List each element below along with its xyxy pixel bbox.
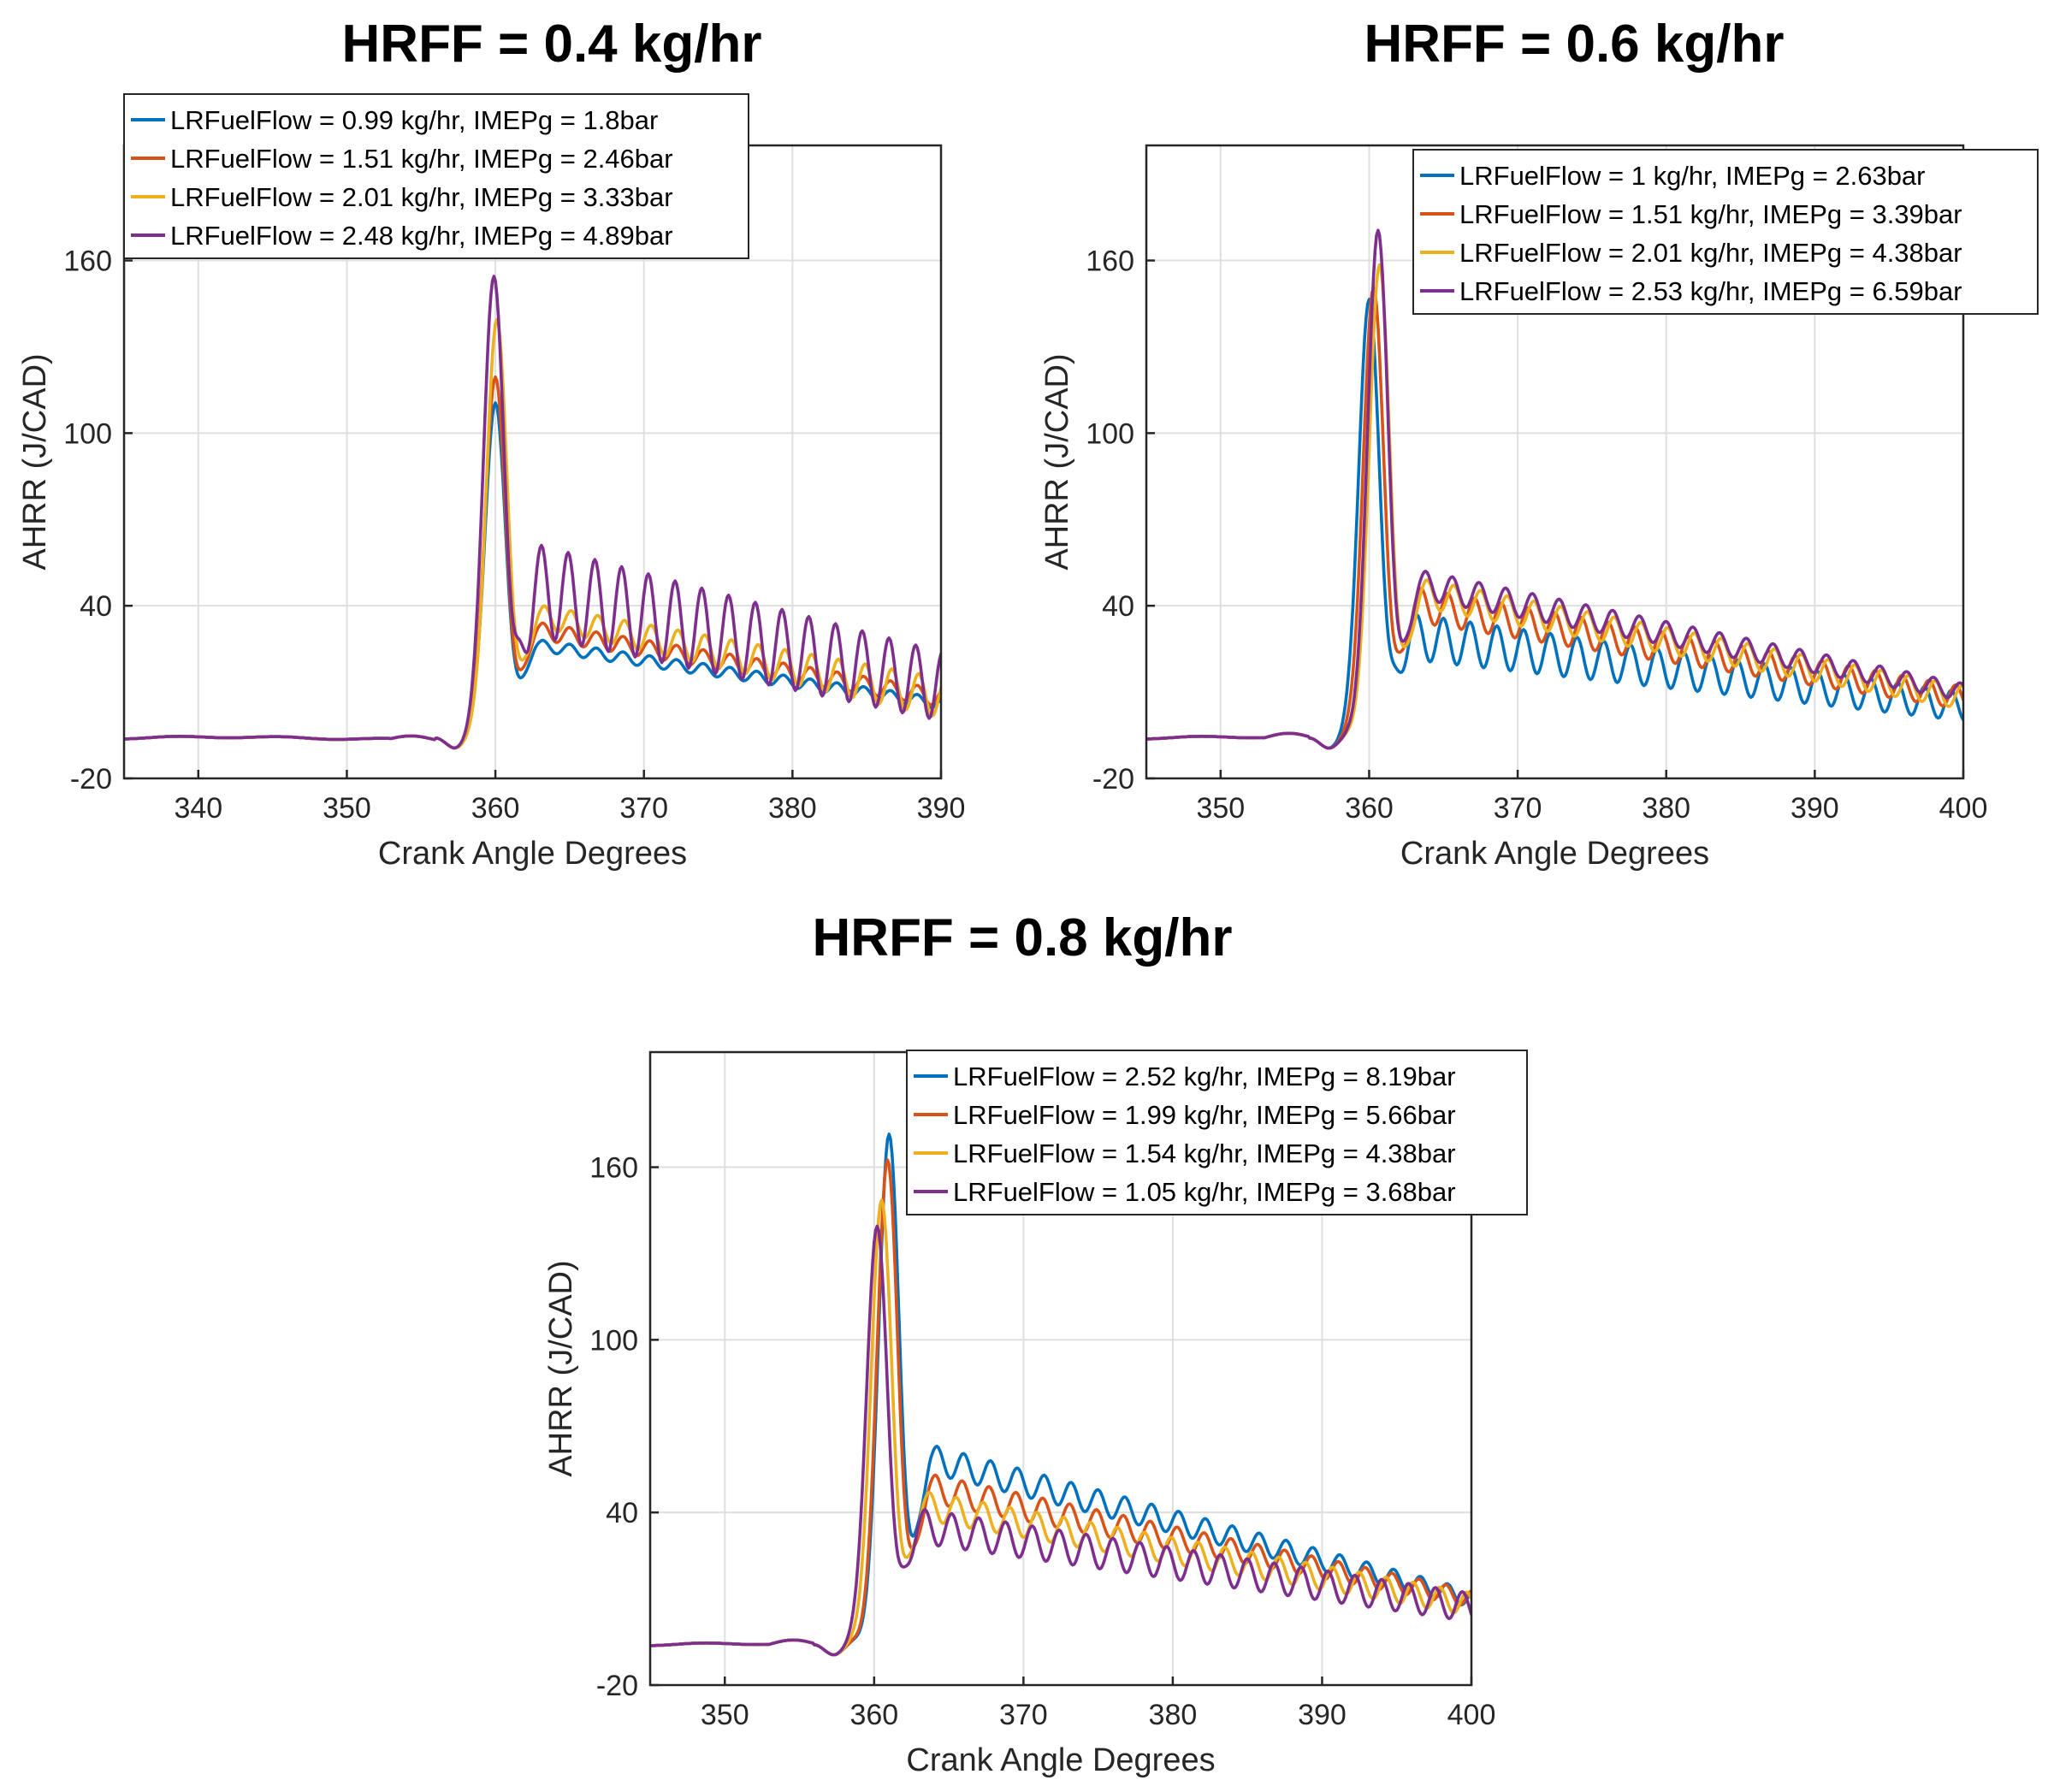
axes-frame: [1145, 144, 1965, 780]
y-tick-label: 160: [63, 245, 112, 278]
series-group: [124, 275, 941, 750]
legend-entry: LRFuelFlow = 1.05 kg/hr, IMEPg = 3.68bar: [953, 1177, 1456, 1207]
chart-title: HRFF = 0.6 kg/hr: [1364, 15, 1785, 74]
legend-entry: LRFuelFlow = 2.48 kg/hr, IMEPg = 4.89bar: [170, 221, 673, 251]
y-tick-label: 100: [63, 417, 112, 450]
y-tick-label: 100: [1086, 417, 1134, 450]
y-tick-label: 100: [589, 1324, 638, 1357]
legend-entry: LRFuelFlow = 2.52 kg/hr, IMEPg = 8.19bar: [953, 1062, 1456, 1091]
x-tick-label: 370: [999, 1699, 1048, 1731]
chart-title: HRFF = 0.4 kg/hr: [342, 15, 762, 74]
series-line-4: [124, 275, 941, 750]
x-tick-label: 380: [1642, 792, 1690, 825]
x-axis-label: Crank Angle Degrees: [1400, 836, 1709, 872]
x-tick-label: 360: [471, 792, 520, 825]
series-group: [1146, 228, 1963, 750]
legend-entry: LRFuelFlow = 0.99 kg/hr, IMEPg = 1.8bar: [170, 105, 658, 135]
chart-panel-2: HRFF = 0.6 kg/hr 350 360 370 380 390 400 -20 40 1…: [1039, 15, 2039, 872]
x-tick-label: 400: [1939, 792, 1988, 825]
x-tick-label: 350: [701, 1699, 749, 1731]
y-tick-label: -20: [596, 1670, 638, 1702]
series-group: [650, 1133, 1471, 1657]
y-tick-label: 160: [1086, 245, 1134, 278]
legend: LRFuelFlow = 1 kg/hr, IMEPg = 2.63bar LRF…: [1412, 149, 2039, 315]
legend-entry: LRFuelFlow = 2.01 kg/hr, IMEPg = 3.33bar: [170, 182, 673, 212]
y-tick-label: -20: [1092, 763, 1134, 795]
x-tick-label: 390: [1791, 792, 1839, 825]
legend-entry: LRFuelFlow = 1.54 kg/hr, IMEPg = 4.38bar: [953, 1138, 1456, 1168]
x-tick-label: 340: [174, 792, 222, 825]
chart-panel-1: HRFF = 0.4 kg/hr 340 350 360 370 380 390 -20 40 1…: [17, 15, 965, 872]
legend-entry: LRFuelFlow = 1.99 kg/hr, IMEPg = 5.66bar: [953, 1100, 1456, 1130]
y-tick-label: -20: [70, 763, 112, 795]
y-axis-label: AHRR (J/CAD): [543, 1260, 579, 1476]
series-line-4: [1146, 228, 1963, 750]
legend-entry: LRFuelFlow = 2.53 kg/hr, IMEPg = 6.59bar: [1459, 276, 1962, 306]
legend-box: [906, 1050, 1528, 1215]
legend-entry: LRFuelFlow = 1 kg/hr, IMEPg = 2.63bar: [1459, 161, 1926, 191]
chart-panel-3: HRFF = 0.8 kg/hr 350 360 370 380 390 400 -20 40 1…: [543, 908, 1528, 1778]
y-axis-label: AHRR (J/CAD): [17, 353, 53, 570]
chart-title: HRFF = 0.8 kg/hr: [813, 908, 1233, 967]
x-tick-label: 350: [323, 792, 371, 825]
x-axis-label: Crank Angle Degrees: [906, 1742, 1215, 1778]
x-tick-label: 360: [849, 1699, 898, 1731]
x-tick-label: 370: [619, 792, 668, 825]
legend-entry: LRFuelFlow = 1.51 kg/hr, IMEPg = 2.46bar: [170, 144, 673, 174]
x-tick-label: 390: [1298, 1699, 1347, 1731]
x-tick-label: 390: [917, 792, 966, 825]
series-line-4: [650, 1224, 1471, 1657]
legend-entry: LRFuelFlow = 2.01 kg/hr, IMEPg = 4.38bar: [1459, 238, 1962, 268]
y-tick-label: 160: [589, 1152, 638, 1185]
x-tick-label: 380: [1149, 1699, 1198, 1731]
y-tick-label: 40: [80, 590, 112, 623]
legend: LRFuelFlow = 2.52 kg/hr, IMEPg = 8.19bar…: [906, 1050, 1528, 1215]
y-axis-label: AHRR (J/CAD): [1039, 353, 1075, 570]
legend: LRFuelFlow = 0.99 kg/hr, IMEPg = 1.8bar L…: [123, 93, 749, 259]
x-tick-label: 350: [1196, 792, 1245, 825]
x-tick-label: 360: [1345, 792, 1394, 825]
legend-box: [123, 93, 749, 259]
legend-entry: LRFuelFlow = 1.51 kg/hr, IMEPg = 3.39bar: [1459, 199, 1962, 229]
x-tick-label: 400: [1447, 1699, 1496, 1731]
y-tick-label: 40: [606, 1497, 638, 1529]
x-tick-label: 370: [1494, 792, 1542, 825]
y-tick-label: 40: [1102, 590, 1134, 623]
x-tick-label: 380: [768, 792, 817, 825]
x-axis-label: Crank Angle Degrees: [378, 836, 687, 872]
legend-box: [1412, 149, 2039, 315]
